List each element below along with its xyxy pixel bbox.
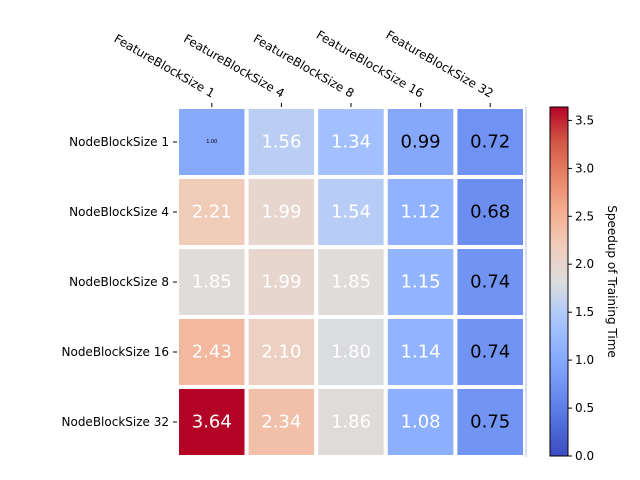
colorbar: 0.0 0.5 1.0 1.5 2.0 2.5 3.0 3.5 Speedup of Train… [549,106,619,463]
colorbar-label: Speedup of Training Time [605,205,619,358]
heatmap-cell [244,315,319,389]
cell-value-label: 1.80 [331,342,371,363]
cell-value-label: 0.74 [470,272,510,293]
cell-value-label: 1.54 [331,202,371,223]
y-tick-label: NodeBlockSize 16 [62,345,170,359]
heatmap-cell [314,175,388,249]
heatmap-cell [453,175,527,249]
cell-value-label: 2.43 [192,342,232,363]
cell-value-label: 1.85 [192,272,232,293]
cell-value-label: 1.86 [331,412,371,433]
colorbar-gradient [549,106,569,457]
cell-value-label: 0.75 [470,412,510,433]
cell-value-label: 1.99 [261,202,301,223]
cell-value-label: 2.21 [192,202,232,223]
cell-value-label: 1.15 [401,272,441,293]
cell-value-label: 0.74 [470,342,510,363]
heatmap-cell [314,385,388,459]
cell-value-label: 1.99 [261,272,301,293]
colorbar-tick-label: 0.0 [575,449,594,463]
heatmap-cells: 1.00 1.56 1.34 0.99 0.72 2.21 1.99 1.54 1.12 0.68… [175,105,527,459]
cell-value-label: 3.64 [192,412,232,433]
cell-value-label: 1.08 [401,412,441,433]
heatmap-cell [383,315,458,389]
cell-value-label: 2.10 [261,342,301,363]
cell-value-label: 1.00 [206,139,217,145]
colorbar-tick-label: 3.5 [575,113,594,127]
cell-value-label: 1.85 [331,272,371,293]
y-tick-label: NodeBlockSize 32 [62,415,170,429]
y-axis-ticks: NodeBlockSize 1 NodeBlockSize 4 NodeBlockS… [62,135,177,429]
cell-value-label: 0.99 [401,132,441,153]
cell-value-label: 0.68 [470,202,510,223]
colorbar-tick-label: 0.5 [575,401,594,415]
heatmap-cell [453,385,527,459]
colorbar-tick-label: 3.0 [575,161,594,175]
cell-value-label: 0.72 [470,132,510,153]
heatmap-cell [453,315,527,389]
colorbar-tick-label: 2.5 [575,209,594,223]
cell-value-label: 2.34 [261,412,301,433]
cell-value-label: 1.34 [331,132,371,153]
cell-value-label: 1.56 [261,132,301,153]
y-tick-label: NodeBlockSize 8 [69,275,169,289]
y-tick-label: NodeBlockSize 1 [69,135,169,149]
colorbar-tick-label: 2.0 [575,257,594,271]
y-tick-label: NodeBlockSize 4 [69,205,169,219]
cell-value-label: 1.14 [401,342,441,363]
colorbar-tick-label: 1.0 [575,353,594,367]
colorbar-tick-label: 1.5 [575,305,594,319]
cell-value-label: 1.12 [401,202,441,223]
